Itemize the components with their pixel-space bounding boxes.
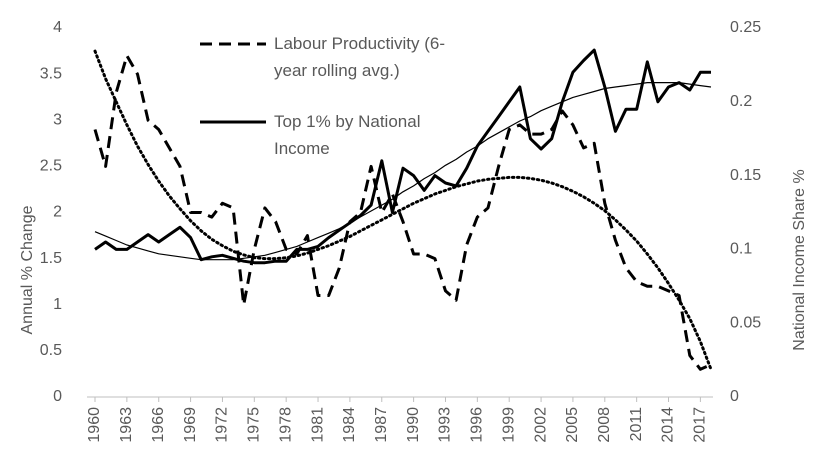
- x-tick-label: 2002: [532, 407, 549, 443]
- x-tick-label: 2008: [596, 407, 613, 443]
- x-tick-label: 1966: [150, 407, 167, 443]
- series-line: [93, 49, 713, 371]
- y-tick-label: 0: [53, 388, 62, 405]
- y2-tick-label: 0.25: [730, 19, 761, 36]
- y-tick-label: 4: [53, 19, 62, 36]
- y2-tick-label: 0.2: [730, 93, 752, 110]
- y-tick-label: 3: [53, 111, 62, 128]
- x-tick-label: 2005: [564, 407, 581, 443]
- y-tick-label: 2.5: [40, 158, 62, 175]
- x-tick-label: 1960: [86, 407, 103, 443]
- y2-tick-label: 0.1: [730, 241, 752, 258]
- x-tick-label: 2017: [692, 407, 709, 443]
- y2-tick-label: 0: [730, 388, 739, 405]
- y2-axis-label: National Income Share %: [791, 169, 808, 350]
- series-line: [93, 54, 712, 371]
- x-tick-label: 1972: [214, 407, 231, 443]
- x-tick-label: 1969: [182, 407, 199, 443]
- x-tick-label: 1975: [246, 407, 263, 443]
- series-line: [94, 82, 712, 261]
- x-tick-label: 1987: [373, 407, 390, 443]
- x-tick-label: 1963: [118, 407, 135, 443]
- x-tick-label: 1978: [277, 407, 294, 443]
- x-tick-label: 2011: [628, 407, 645, 442]
- x-tick-label: 2014: [660, 407, 677, 443]
- x-tick-label: 1984: [341, 407, 358, 443]
- y-axis-label: Annual % Change: [19, 205, 36, 334]
- y-tick-label: 1: [53, 296, 62, 313]
- y2-tick-label: 0.05: [730, 314, 761, 331]
- y-tick-label: 0.5: [40, 342, 62, 359]
- y-tick-label: 1.5: [40, 250, 62, 267]
- x-tick-label: 1993: [437, 407, 454, 443]
- y-tick-label: 3.5: [40, 65, 62, 82]
- y2-tick-label: 0.15: [730, 167, 761, 184]
- series-line: [94, 48, 711, 265]
- x-tick-label: 1981: [309, 407, 326, 443]
- legend-label: Labour Productivity (6-year rolling avg.…: [274, 34, 446, 80]
- y-tick-label: 2: [53, 204, 62, 221]
- x-tick-label: 1996: [469, 407, 486, 443]
- x-tick-label: 1999: [500, 407, 517, 443]
- x-tick-label: 1990: [405, 407, 422, 443]
- legend-label: Top 1% by National Income: [274, 112, 421, 158]
